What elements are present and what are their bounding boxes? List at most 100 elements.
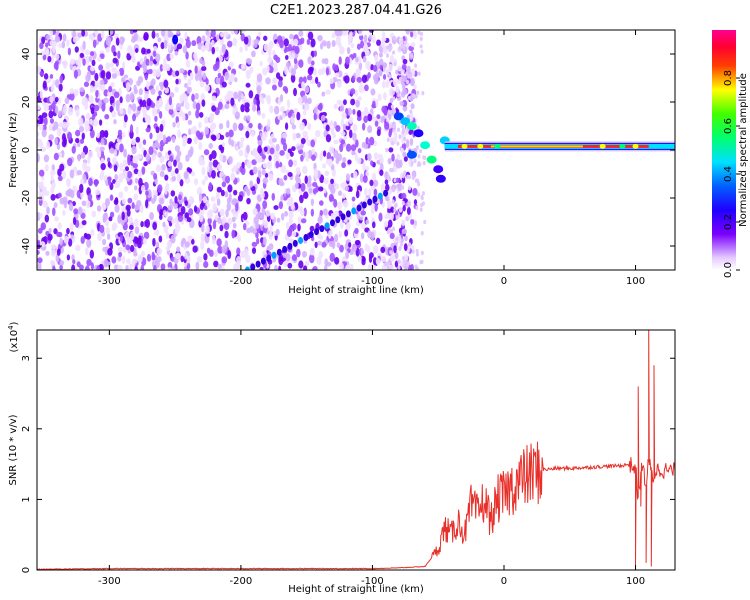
spectrogram-cell [263,43,269,52]
spectrogram-cell [345,173,350,182]
spectrogram-cell [342,199,349,208]
spectrogram-cell [210,122,217,130]
spectrogram-cell [389,167,393,173]
spectrogram-cell [89,51,95,57]
spectrogram-cell [129,130,134,139]
spectrogram-cell [329,120,334,127]
spectrogram-cell [330,178,334,185]
spectrogram-cell [382,73,387,80]
spectrogram-cell [175,78,179,85]
spectrogram-cell [352,132,357,142]
spectrogram-cell [364,106,369,115]
spectrogram-cell [397,92,401,98]
spectrogram-cell [285,221,290,230]
spectrogram-cell [362,162,366,172]
spectrogram-cell [212,220,217,230]
spectrogram-cell [224,103,230,109]
spectrogram-cell [346,222,351,230]
spectrogram-cell [221,43,227,53]
spectrogram-cell [278,76,283,82]
spectrogram-cell [409,137,414,146]
spectrogram-cell [215,46,219,52]
spectrogram-cell [99,129,106,138]
spectrogram-cell [152,237,156,247]
spectrogram-cell [282,245,288,253]
snr-series-line [37,330,675,570]
spectrogram-cell [179,94,184,104]
spectrogram-cell [98,64,104,71]
spectrogram-cell [236,247,241,256]
spectrogram-cell [37,131,40,137]
spectrogram-cell [414,94,418,99]
spectrogram-cell [403,243,408,252]
spectrogram-cell [388,63,393,72]
spectrogram-cell [340,139,346,145]
spectrogram-cell [244,44,249,52]
spectrogram-cell [154,139,159,148]
spectrogram-cell [136,153,143,160]
spectrogram-cell [339,262,344,270]
spectrogram-cell [318,68,323,76]
spectrogram-cell [201,35,206,43]
spectrogram-cell [401,124,405,129]
spectrogram-cell [283,260,288,268]
spectrogram-cell [201,179,206,186]
spectrogram-cell [416,162,420,167]
spectrogram-cell [234,106,239,112]
spectrogram-cell [402,58,408,65]
spectrogram-cell [199,57,203,64]
spectrogram-cell [361,201,367,209]
spectrogram-cell [407,74,411,79]
spectrogram-cell [190,171,196,177]
spectrogram-cell [170,234,176,244]
spectrogram-cell [410,263,414,270]
spectrogram-cell [257,139,263,146]
spectrogram-cell [208,143,213,149]
spectrogram-cell [312,188,317,195]
spectrogram-cell [122,159,127,167]
spectrogram-cell [294,45,300,55]
spectrogram-cell [52,207,56,216]
spectrogram-cell [201,60,206,67]
spectrogram-cell [356,116,362,122]
spectrogram-cell [42,124,47,132]
spectrogram-cell [291,52,296,60]
spectrogram-cell [281,112,286,119]
spectrogram-cell [354,89,358,97]
spectrogram-cell [207,209,213,219]
spectrogram-cell [378,212,383,222]
spectrogram-cell [400,90,406,98]
x-tick-label: -300 [98,576,121,587]
spectrogram-cell [157,151,163,158]
spectrogram-cell [195,109,200,119]
spectrogram-cell [75,244,81,252]
spectrogram-cell [403,136,407,142]
spectrogram-cell [152,68,157,77]
spectrogram-cell [230,30,235,35]
spectrogram-cell [171,266,176,270]
spectrogram-cell [333,149,339,159]
spectrogram-cell [152,189,158,198]
spectrogram-cell [422,155,426,160]
spectrogram-cell [344,75,350,84]
spectrogram-cell [63,137,67,146]
spectrogram-cell [370,88,376,96]
spectrogram-cell [263,220,269,229]
spectrogram-cell [400,117,411,126]
spectrogram-cell [281,132,287,139]
spectrogram-cell [152,107,158,117]
y-tick-label: 2 [21,426,32,432]
spectrogram-cell [201,99,206,107]
spectrogram-cell [204,234,210,244]
spectrogram-cell [129,49,135,57]
spectrogram-cell [47,233,53,241]
spectrogram-cell [349,186,353,192]
spectrogram-cell [119,36,125,45]
spectrogram-cell [80,212,86,219]
spectrogram-cell [361,122,366,131]
spectrogram-cell [84,247,89,256]
spectrogram-cell [164,103,169,112]
spectrogram-cell [348,116,354,124]
spectrogram-cell [134,177,139,184]
spectrogram-cell [422,160,426,166]
